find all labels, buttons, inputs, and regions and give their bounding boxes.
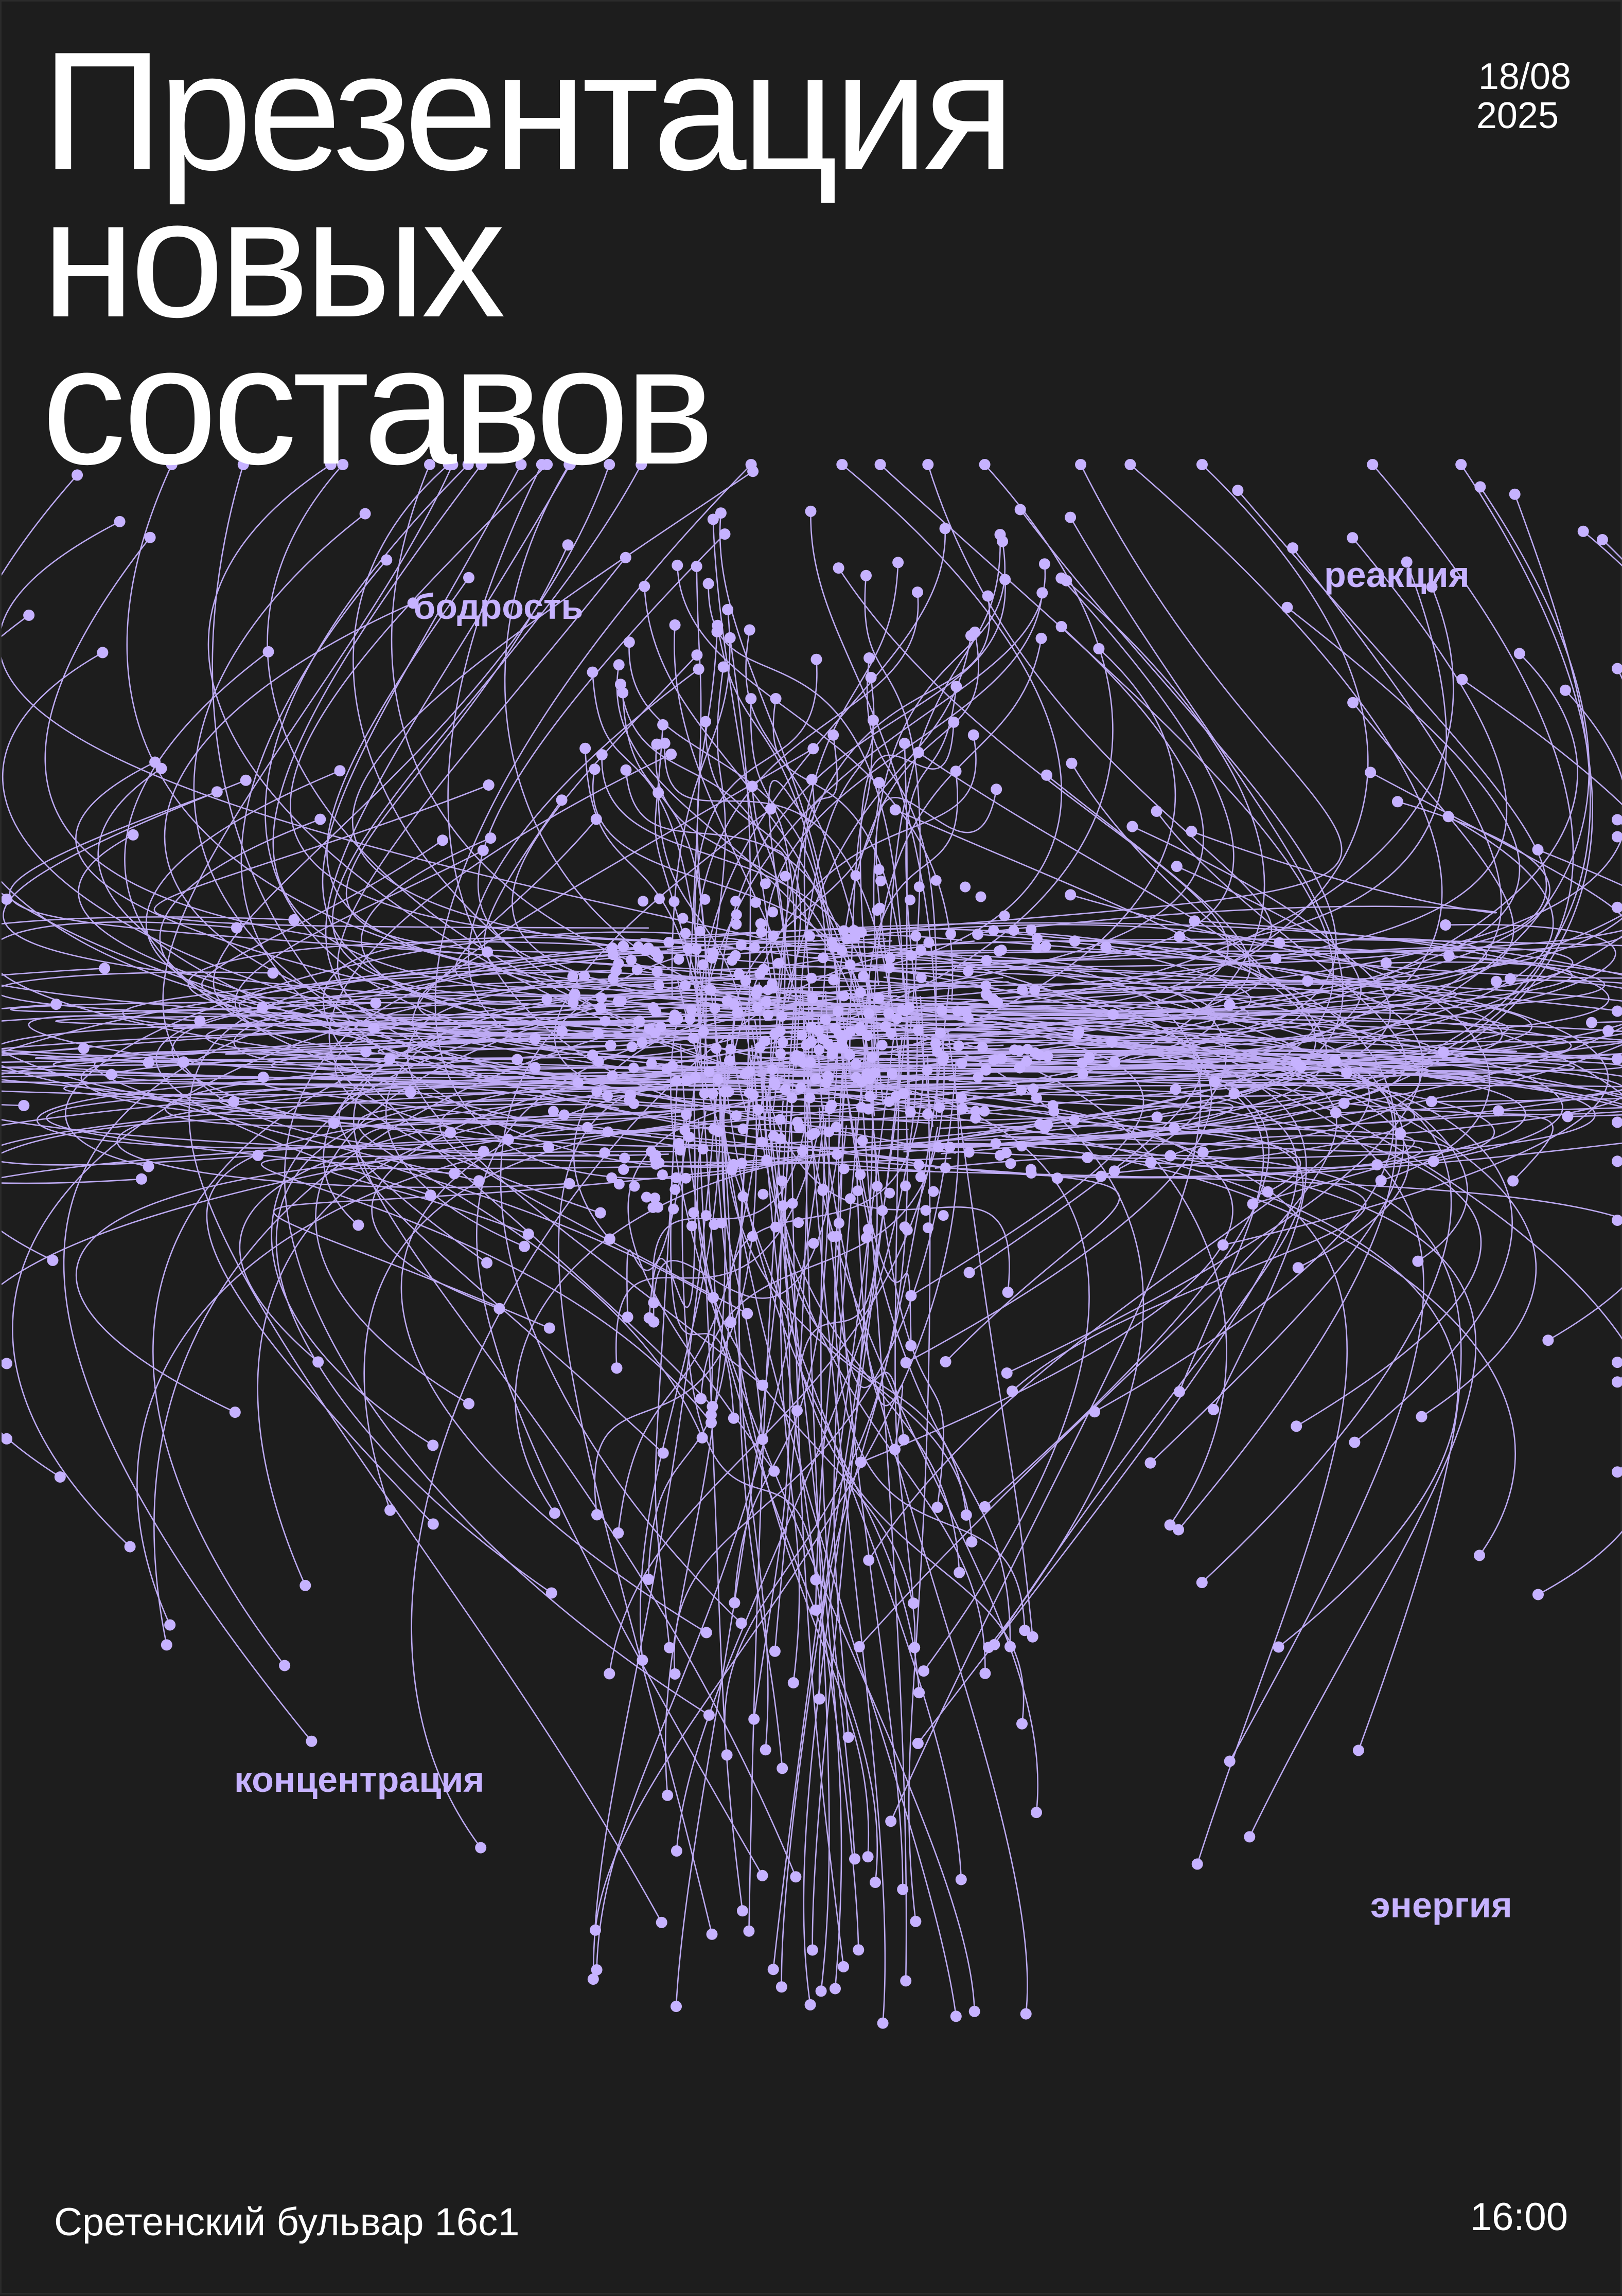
- field-dots: [2, 459, 1622, 2029]
- title-line-3: составов: [42, 311, 714, 500]
- event-date: 18/08 2025: [1437, 57, 1571, 135]
- tag-label-2: реакция: [1324, 555, 1470, 595]
- event-time: 16:00: [1470, 2195, 1568, 2239]
- tag-label-4: энергия: [1370, 1885, 1512, 1925]
- tag-label-3: концентрация: [234, 1759, 485, 1800]
- field-lines: [2, 464, 1622, 2023]
- tag-label-1: бодрость: [413, 586, 584, 627]
- title-line-1: Презентация: [42, 16, 1015, 205]
- date-year: 2025: [1476, 95, 1559, 136]
- date-day-month: 18/08: [1478, 56, 1571, 97]
- venue-address: Сретенский бульвар 16с1: [54, 2200, 520, 2244]
- title-line-2: новых: [42, 164, 506, 352]
- poster-title: Презентация новых составов: [42, 16, 1015, 500]
